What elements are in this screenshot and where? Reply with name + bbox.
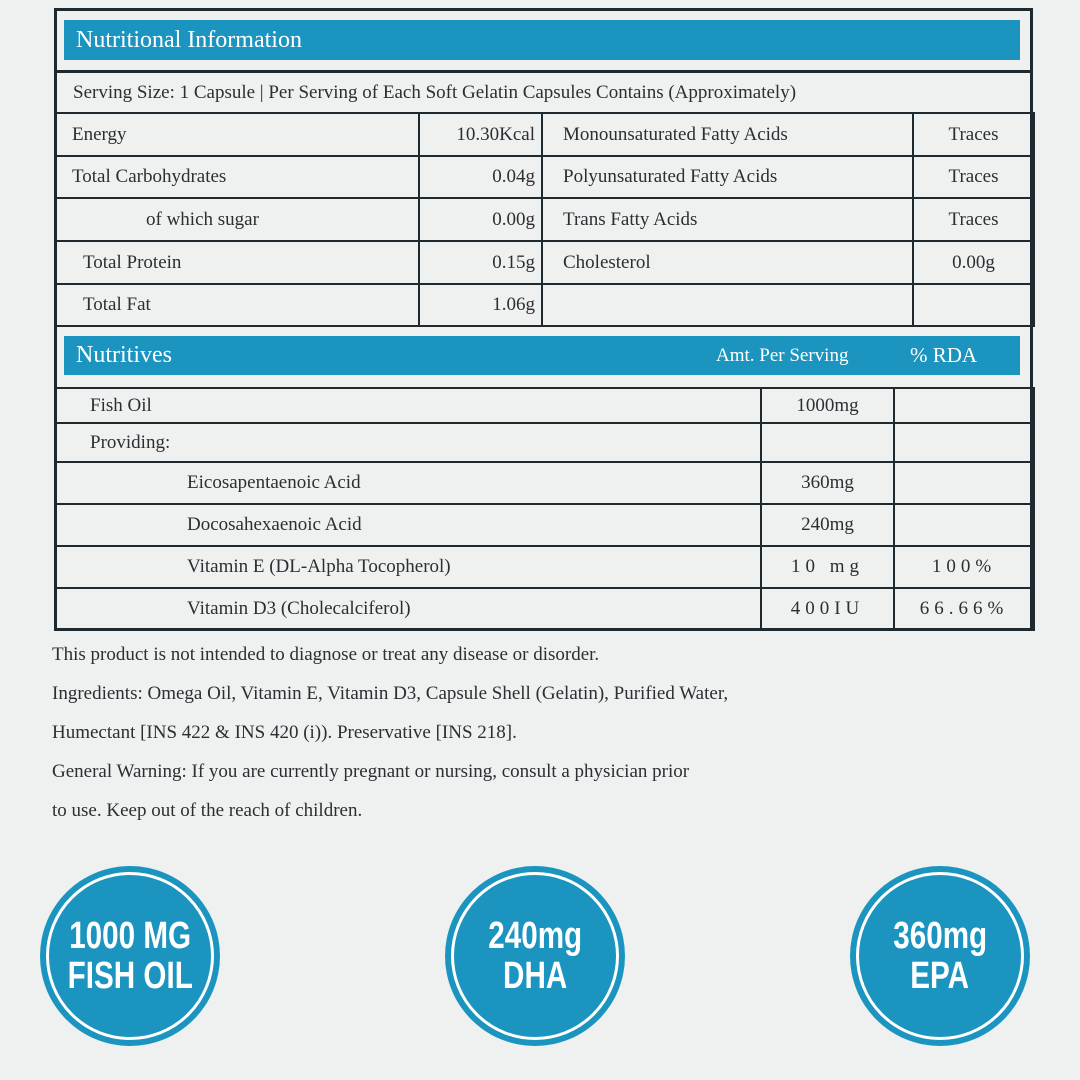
- table-cell: 100%: [893, 545, 1035, 589]
- table-cell: Providing:: [54, 422, 762, 463]
- badge-text: EPA: [910, 955, 970, 997]
- table-cell: 240mg: [760, 503, 895, 547]
- badge-ring: 360mg EPA: [856, 872, 1024, 1040]
- table-cell: Polyunsaturated Fatty Acids: [541, 155, 914, 199]
- table-cell: Total Protein: [54, 240, 420, 285]
- table-cell: [541, 283, 914, 327]
- table-cell: 360mg: [760, 461, 895, 505]
- badge-ring: 240mg DHA: [451, 872, 619, 1040]
- table-cell: 0.15g: [418, 240, 543, 285]
- title-bar: Nutritional Information: [64, 20, 1020, 60]
- table-cell: 1000mg: [760, 387, 895, 424]
- badge-text: 1000 MG: [69, 915, 191, 957]
- table-cell: [893, 461, 1035, 505]
- table-cell: Cholesterol: [541, 240, 914, 285]
- table-cell: [893, 422, 1035, 463]
- table-cell: Traces: [912, 112, 1035, 157]
- note-line: Ingredients: Omega Oil, Vitamin E, Vitam…: [52, 683, 729, 704]
- nutritives-bar: Nutritives Amt. Per Serving % RDA: [64, 336, 1020, 375]
- table-cell: Vitamin E (DL-Alpha Tocopherol): [54, 545, 762, 589]
- table-cell: Monounsaturated Fatty Acids: [541, 112, 914, 157]
- note-line: General Warning: If you are currently pr…: [52, 761, 690, 782]
- table-cell: Trans Fatty Acids: [541, 197, 914, 242]
- serving-row: Serving Size: 1 Capsule | Per Serving of…: [54, 70, 1033, 112]
- table-cell: 10 mg: [760, 545, 895, 589]
- table-cell: Vitamin D3 (Cholecalciferol): [54, 587, 762, 631]
- table-cell: of which sugar: [54, 197, 420, 242]
- table-cell: 0.00g: [912, 240, 1035, 285]
- table-cell: Eicosapentaenoic Acid: [54, 461, 762, 505]
- serving: Serving Size: 1 Capsule | Per Serving of…: [73, 81, 797, 103]
- note-line: This product is not intended to diagnose…: [52, 644, 600, 665]
- badge: 360mg EPA: [850, 866, 1030, 1046]
- note-line: to use. Keep out of the reach of childre…: [52, 800, 363, 821]
- table-cell: 400IU: [760, 587, 895, 631]
- table-cell: Total Fat: [54, 283, 420, 327]
- table-cell: [912, 283, 1035, 327]
- note-line: Humectant [INS 422 & INS 420 (i)). Prese…: [52, 722, 517, 743]
- badge-text: 360mg: [893, 915, 987, 957]
- table-cell: [893, 503, 1035, 547]
- table-cell: [760, 422, 895, 463]
- badge: 240mg DHA: [445, 866, 625, 1046]
- table-cell: Energy: [54, 112, 420, 157]
- table-cell: Total Carbohydrates: [54, 155, 420, 199]
- title: Nutritional Information: [76, 26, 302, 53]
- table-cell: Traces: [912, 197, 1035, 242]
- badge-ring: 1000 MG FISH OIL: [46, 872, 214, 1040]
- table-cell: Traces: [912, 155, 1035, 199]
- column-header: Amt. Per Serving: [716, 344, 849, 366]
- table-cell: 0.04g: [418, 155, 543, 199]
- nutritives-title: Nutritives: [76, 342, 172, 368]
- badge-text: FISH OIL: [67, 955, 193, 997]
- table-cell: Fish Oil: [54, 387, 762, 424]
- badge-text: 240mg: [488, 915, 582, 957]
- column-header: % RDA: [910, 343, 978, 367]
- badge-text: DHA: [502, 955, 568, 997]
- table-cell: 66.66%: [893, 587, 1035, 631]
- table-cell: [893, 387, 1035, 424]
- badge: 1000 MG FISH OIL: [40, 866, 220, 1046]
- table-cell: 0.00g: [418, 197, 543, 242]
- table-cell: 10.30Kcal: [418, 112, 543, 157]
- table-cell: Docosahexaenoic Acid: [54, 503, 762, 547]
- table-cell: 1.06g: [418, 283, 543, 327]
